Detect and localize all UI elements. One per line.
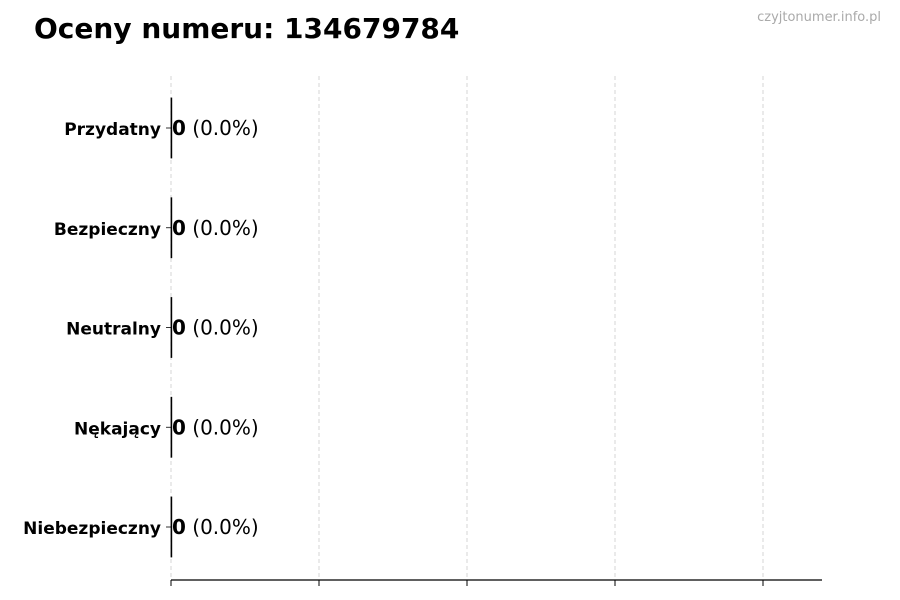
y-tick-label: Neutralny: [66, 320, 161, 340]
data-label-value: 0: [172, 116, 186, 140]
data-label: 0 (0.0%): [172, 116, 259, 140]
chart-title: Oceny numeru: 134679784: [34, 12, 460, 45]
y-tick-label: Bezpieczny: [54, 220, 161, 240]
data-label: 0 (0.0%): [172, 415, 259, 439]
watermark: czyjtonumer.info.pl: [757, 10, 881, 25]
y-tick-label: Niebezpieczny: [23, 519, 161, 539]
data-label: 0 (0.0%): [172, 515, 259, 539]
y-tick-label: Przydatny: [64, 120, 161, 140]
data-label-percent: (0.0%): [186, 316, 259, 340]
data-label-percent: (0.0%): [186, 116, 259, 140]
data-label: 0 (0.0%): [172, 316, 259, 340]
y-tick-label: Nękający: [74, 419, 161, 439]
data-label-percent: (0.0%): [186, 415, 259, 439]
data-label-percent: (0.0%): [186, 216, 259, 240]
data-label-value: 0: [172, 216, 186, 240]
data-label: 0 (0.0%): [172, 216, 259, 240]
data-label-value: 0: [172, 515, 186, 539]
data-label-percent: (0.0%): [186, 515, 259, 539]
data-label-value: 0: [172, 316, 186, 340]
data-label-value: 0: [172, 415, 186, 439]
